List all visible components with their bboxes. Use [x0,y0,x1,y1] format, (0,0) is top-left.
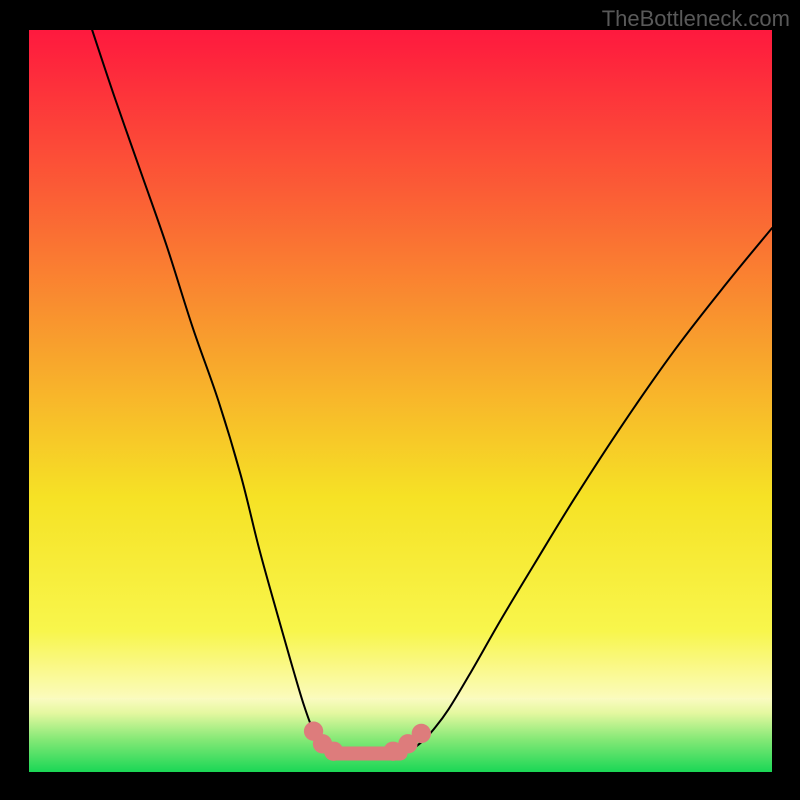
watermark-text: TheBottleneck.com [602,6,790,32]
chart-plot-area [29,30,772,772]
valley-dot [324,742,343,761]
bottleneck-curve [29,30,772,772]
valley-dot [412,724,431,743]
